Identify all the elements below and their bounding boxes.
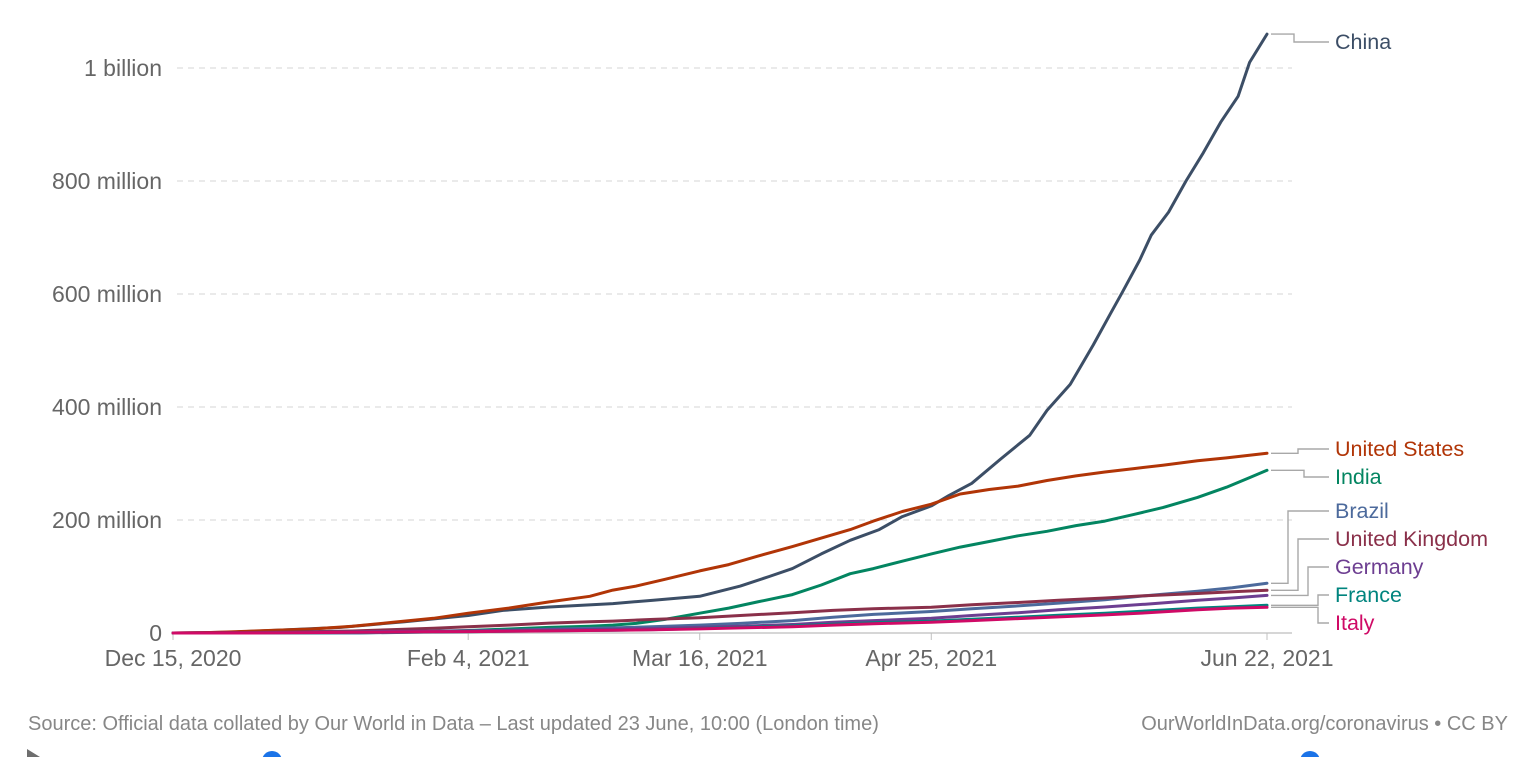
x-tick-label: Dec 15, 2020: [105, 645, 242, 671]
y-tick-label: 800 million: [52, 168, 162, 194]
legend-label-china[interactable]: China: [1335, 30, 1391, 54]
series-line-italy[interactable]: [171, 605, 1269, 635]
legend-label-united-states[interactable]: United States: [1335, 437, 1464, 461]
legend-connector: [1271, 448, 1329, 455]
x-tick-label: Apr 25, 2021: [865, 645, 997, 671]
legend-label-germany[interactable]: Germany: [1335, 555, 1424, 579]
y-tick-label: 200 million: [52, 507, 162, 533]
legend-connector: [1271, 469, 1329, 478]
legend-connector: [1271, 33, 1329, 43]
y-tick-label: 0: [149, 620, 162, 646]
footer-group: Source: Official data collated by Our Wo…: [28, 713, 1508, 735]
legend-connector: [1271, 566, 1329, 597]
gridlines-group: [177, 67, 1292, 521]
x-tick-label: Feb 4, 2021: [407, 645, 530, 671]
legend-label-france[interactable]: France: [1335, 583, 1402, 607]
legend-connector: [1271, 606, 1329, 624]
legend-connector: [1271, 510, 1329, 584]
owid-attribution-link[interactable]: OurWorldInData.org/coronavirus • CC BY: [1141, 713, 1508, 735]
y-tick-label: 400 million: [52, 394, 162, 420]
source-note: Source: Official data collated by Our Wo…: [28, 713, 879, 735]
x-tick-label: Mar 16, 2021: [632, 645, 768, 671]
x-tick-label: Jun 22, 2021: [1200, 645, 1333, 671]
legend-connector: [1271, 538, 1329, 592]
y-tick-label: 600 million: [52, 281, 162, 307]
legend-label-brazil[interactable]: Brazil: [1335, 499, 1389, 523]
y-tick-label: 1 billion: [84, 55, 162, 81]
timeline-group: [27, 749, 1320, 762]
legend-label-united-kingdom[interactable]: United Kingdom: [1335, 527, 1488, 551]
legend-label-italy[interactable]: Italy: [1335, 611, 1375, 635]
timeline-handle-start[interactable]: [262, 751, 282, 762]
timeline-handle-end[interactable]: [1300, 751, 1320, 762]
play-icon[interactable]: [27, 749, 40, 757]
series-group: [171, 32, 1269, 635]
legend-group: China United States India Brazil United King…: [1271, 30, 1488, 635]
legend-label-india[interactable]: India: [1335, 465, 1382, 489]
series-line-united-states[interactable]: [171, 451, 1269, 635]
series-line-china[interactable]: [171, 32, 1269, 635]
legend-connector: [1271, 594, 1329, 607]
axis-group: 0 200 million 400 million 600 million 800 mi…: [52, 55, 1333, 671]
